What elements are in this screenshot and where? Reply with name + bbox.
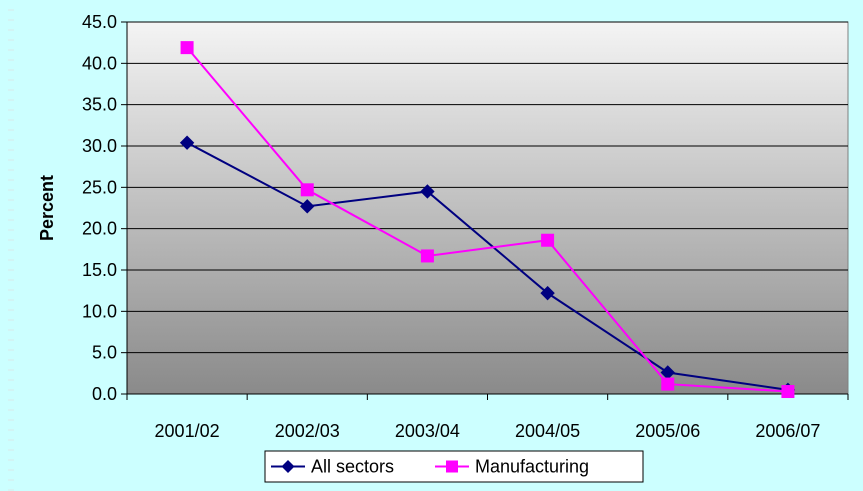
y-tick-label: 20.0 [82,219,117,239]
plot-area [126,21,849,395]
x-tick-label: 2006/07 [755,421,820,441]
series-line-all-sectors [186,141,789,391]
y-tick-label: 40.0 [82,53,117,73]
legend-marker-all-sectors [281,460,295,473]
data-point [180,41,194,55]
gridlines [127,21,848,354]
y-tick-label: 0.0 [92,384,117,404]
data-point [541,233,555,247]
data-point [781,385,795,399]
y-axis-title: Percent [37,175,57,241]
data-point [179,135,195,150]
x-tick-label: 2002/03 [275,421,340,441]
y-tick-label: 15.0 [82,260,117,280]
legend-label-all-sectors: All sectors [311,457,394,477]
y-tick-label: 30.0 [82,136,117,156]
data-point [661,377,675,391]
y-tick-label: 25.0 [82,177,117,197]
x-tick-label: 2001/02 [155,421,220,441]
legend: All sectors Manufacturing [264,450,644,483]
data-point [540,285,555,301]
y-tick-label: 45.0 [82,12,117,32]
y-tick-label: 10.0 [82,301,117,321]
data-point [420,184,435,199]
x-tick-label: 2003/04 [395,421,460,441]
series-line-manufacturing [186,46,788,393]
frame-edge-marks [8,9,14,491]
data-point [300,183,314,197]
y-tick-label: 5.0 [92,343,117,363]
y-tick-label: 35.0 [82,95,117,115]
x-tick-label: 2004/05 [515,421,580,441]
legend-label-manufacturing: Manufacturing [475,457,589,477]
data-point [420,249,434,263]
series-manufacturing [180,41,795,399]
legend-marker-manufacturing [446,460,458,473]
axes: 0.0 5.0 10.0 15.0 20.0 25.0 30.0 35.0 40.0 45.0 20… [82,12,849,441]
data-point [300,199,315,214]
x-tick-label: 2005/06 [635,421,700,441]
series-layer [179,41,796,399]
